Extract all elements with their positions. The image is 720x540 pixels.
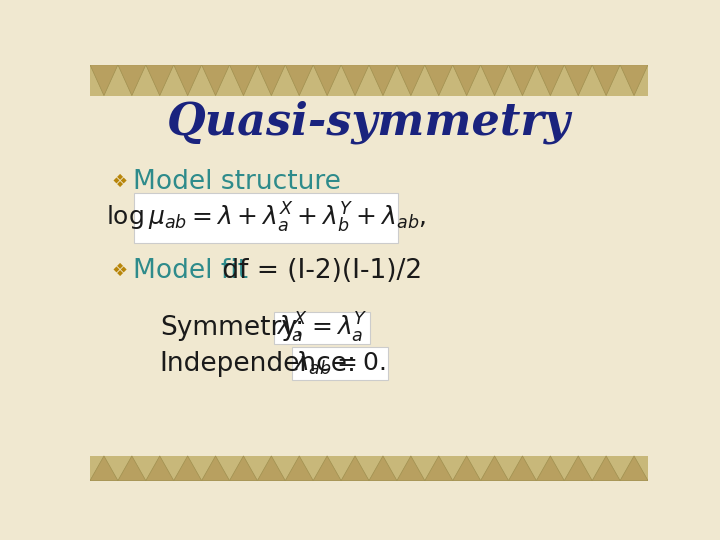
Polygon shape bbox=[258, 456, 285, 481]
Polygon shape bbox=[62, 456, 90, 481]
Text: ❖: ❖ bbox=[112, 262, 127, 280]
Text: Model structure: Model structure bbox=[132, 169, 341, 195]
Polygon shape bbox=[369, 456, 397, 481]
Polygon shape bbox=[593, 65, 620, 96]
Polygon shape bbox=[369, 65, 397, 96]
Polygon shape bbox=[313, 456, 341, 481]
Polygon shape bbox=[508, 456, 536, 481]
Polygon shape bbox=[620, 65, 648, 96]
Polygon shape bbox=[481, 65, 508, 96]
FancyBboxPatch shape bbox=[292, 347, 387, 380]
Text: Symmetry:: Symmetry: bbox=[160, 315, 304, 341]
Polygon shape bbox=[508, 65, 536, 96]
Polygon shape bbox=[425, 456, 453, 481]
Polygon shape bbox=[425, 65, 453, 96]
Polygon shape bbox=[90, 456, 118, 481]
Polygon shape bbox=[202, 65, 230, 96]
Polygon shape bbox=[313, 65, 341, 96]
Polygon shape bbox=[174, 65, 202, 96]
Polygon shape bbox=[536, 65, 564, 96]
Polygon shape bbox=[397, 456, 425, 481]
FancyBboxPatch shape bbox=[134, 193, 398, 242]
Polygon shape bbox=[341, 65, 369, 96]
Polygon shape bbox=[62, 65, 90, 96]
Polygon shape bbox=[397, 65, 425, 96]
FancyBboxPatch shape bbox=[90, 65, 648, 96]
Text: Model fit: Model fit bbox=[132, 258, 248, 284]
Polygon shape bbox=[648, 65, 676, 96]
Polygon shape bbox=[453, 65, 481, 96]
Polygon shape bbox=[258, 65, 285, 96]
Text: Independence:: Independence: bbox=[160, 350, 356, 376]
Polygon shape bbox=[593, 456, 620, 481]
Polygon shape bbox=[230, 65, 258, 96]
Polygon shape bbox=[118, 65, 145, 96]
Polygon shape bbox=[118, 456, 145, 481]
Polygon shape bbox=[453, 456, 481, 481]
Polygon shape bbox=[145, 65, 174, 96]
Polygon shape bbox=[564, 456, 593, 481]
Text: $\lambda_a^X = \lambda_a^Y$: $\lambda_a^X = \lambda_a^Y$ bbox=[276, 311, 367, 345]
Text: df = (I-2)(I-1)/2: df = (I-2)(I-1)/2 bbox=[214, 258, 422, 284]
Polygon shape bbox=[230, 456, 258, 481]
Text: Quasi-symmetry: Quasi-symmetry bbox=[167, 101, 571, 144]
Polygon shape bbox=[145, 456, 174, 481]
Text: $\lambda_{ab} = 0.$: $\lambda_{ab} = 0.$ bbox=[294, 350, 386, 377]
Polygon shape bbox=[620, 456, 648, 481]
Polygon shape bbox=[536, 456, 564, 481]
Text: ❖: ❖ bbox=[112, 173, 127, 191]
Polygon shape bbox=[285, 65, 313, 96]
FancyBboxPatch shape bbox=[90, 456, 648, 481]
FancyBboxPatch shape bbox=[274, 312, 370, 345]
Polygon shape bbox=[341, 456, 369, 481]
Text: $\log \mu_{ab} = \lambda + \lambda_a^X + \lambda_b^Y + \lambda_{ab},$: $\log \mu_{ab} = \lambda + \lambda_a^X +… bbox=[106, 201, 426, 235]
Polygon shape bbox=[481, 456, 508, 481]
Polygon shape bbox=[285, 456, 313, 481]
Polygon shape bbox=[174, 456, 202, 481]
Polygon shape bbox=[90, 65, 118, 96]
Polygon shape bbox=[648, 456, 676, 481]
Polygon shape bbox=[202, 456, 230, 481]
Polygon shape bbox=[564, 65, 593, 96]
